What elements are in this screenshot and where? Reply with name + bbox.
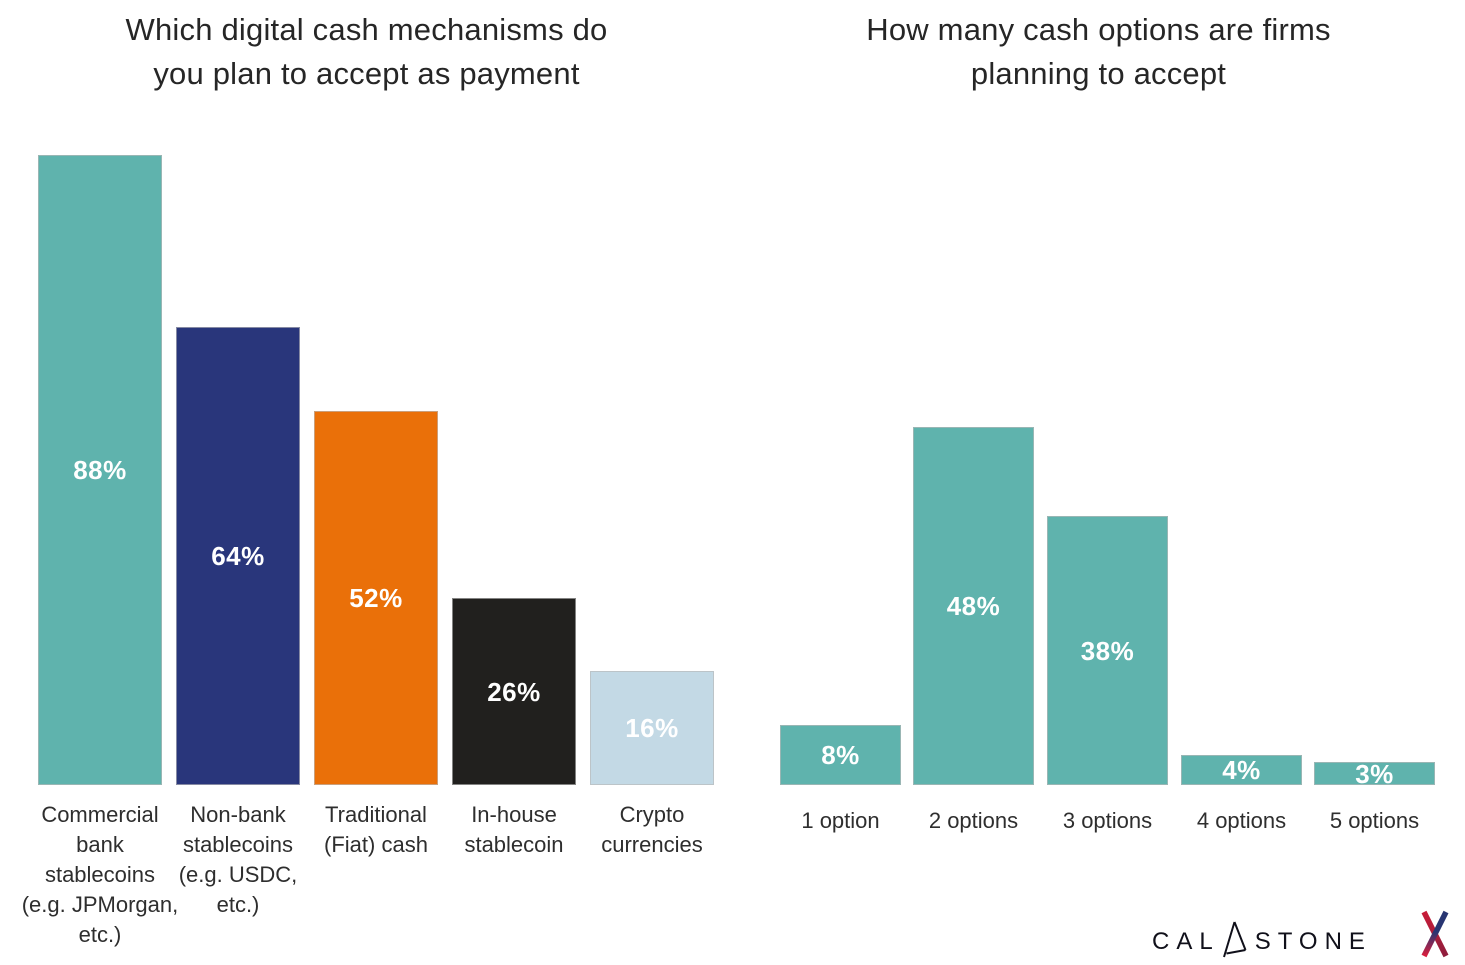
- x-axis-label: Non-bank stablecoins (e.g. USDC, etc.): [178, 802, 298, 917]
- bar-value-label: 26%: [487, 676, 541, 707]
- bar-opts-4: 4%: [1181, 755, 1302, 785]
- bar-value-label: 88%: [73, 455, 127, 485]
- bar-mech-3: 52%: [314, 411, 438, 785]
- bar-opts-5: 3%: [1314, 758, 1435, 789]
- calastone-logo: CAL STONE: [1152, 921, 1372, 962]
- x-axis-label: In-house stablecoin: [464, 802, 564, 857]
- x-axis-label: 3 options: [1062, 808, 1153, 833]
- bar-opts-3: 38%: [1047, 516, 1168, 785]
- bar-value-label: 64%: [211, 541, 265, 571]
- x-axis-label: Commercial bank stablecoins (e.g. JPMorg…: [21, 802, 179, 947]
- right-chart-title: How many cash options are firms planning…: [866, 12, 1331, 91]
- brand-text-post: STONE: [1254, 928, 1372, 955]
- x-axis-label: Traditional (Fiat) cash: [324, 802, 428, 857]
- bar-value-label: 38%: [1080, 635, 1135, 666]
- x-axis-label: 2 options: [928, 808, 1019, 833]
- bar-value-label: 48%: [946, 591, 1001, 621]
- x-axis-label: 1 option: [801, 808, 880, 833]
- bar-value-label: 8%: [821, 740, 860, 770]
- bar-opts-2: 48%: [913, 427, 1034, 785]
- bar-value-label: 4%: [1222, 755, 1261, 785]
- bar-opts-1: 8%: [780, 725, 901, 785]
- calastone-triangle-icon: [1222, 921, 1247, 958]
- x-axis-label: 5 options: [1329, 808, 1420, 833]
- bar-value-label: 3%: [1355, 758, 1394, 789]
- x-brand-icon: [1421, 910, 1449, 958]
- left-chart-title: Which digital cash mechanisms do you pla…: [125, 12, 608, 91]
- bar-mech-4: 26%: [452, 598, 576, 785]
- brand-text-pre: CAL: [1152, 928, 1220, 955]
- bar-mech-1: 88%: [38, 155, 162, 785]
- bar-value-label: 52%: [349, 583, 403, 613]
- x-axis-label: 4 options: [1196, 808, 1287, 833]
- x-axis-label: Crypto currencies: [601, 802, 703, 857]
- bar-mech-5: 16%: [590, 671, 714, 785]
- bar-mech-2: 64%: [176, 327, 300, 785]
- bar-value-label: 16%: [625, 713, 679, 743]
